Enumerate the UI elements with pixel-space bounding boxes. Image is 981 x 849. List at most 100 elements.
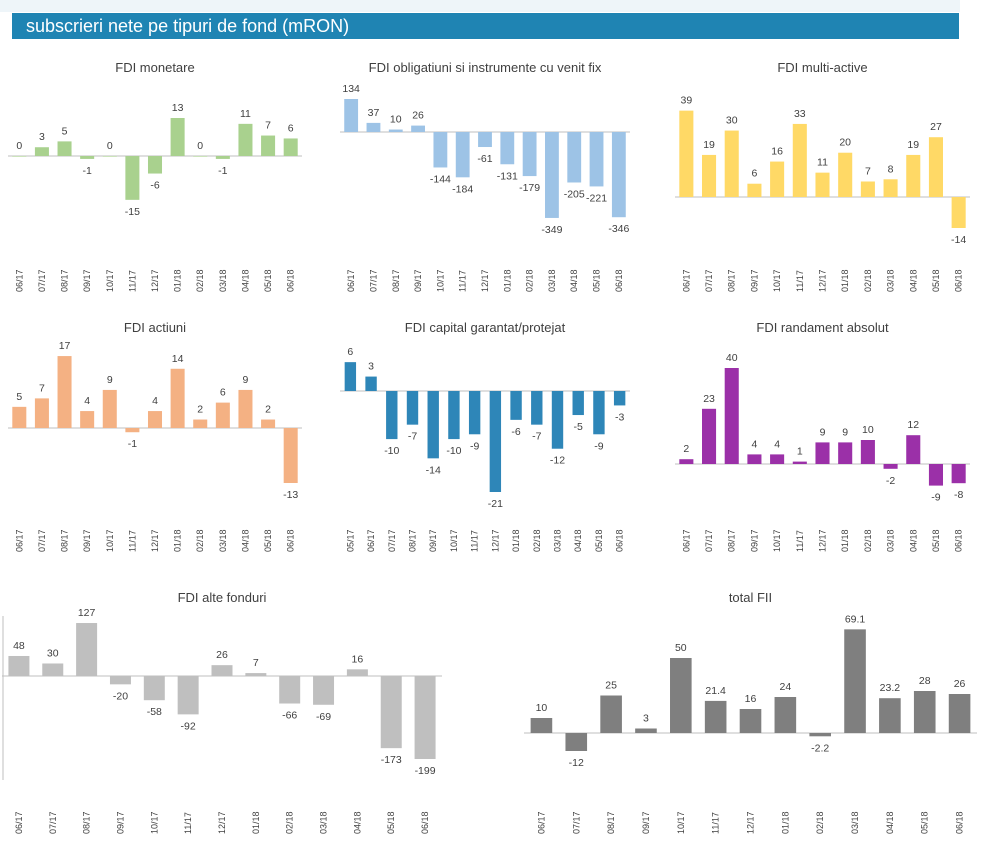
bar — [670, 658, 692, 733]
bar — [143, 676, 165, 701]
bar — [747, 454, 762, 464]
data-label: -179 — [519, 182, 540, 194]
data-label: 5 — [16, 391, 22, 403]
tick-label: 06/18 — [954, 269, 964, 292]
bar — [283, 138, 298, 156]
tick-label: 06/17 — [14, 811, 24, 834]
bar — [770, 161, 785, 197]
bar — [76, 623, 98, 676]
data-label: 24 — [780, 681, 792, 693]
tick-label: 04/18 — [352, 811, 362, 834]
data-label: 127 — [78, 607, 96, 619]
bar — [365, 376, 377, 391]
tick-label: 06/18 — [615, 529, 625, 552]
bar — [261, 419, 276, 428]
data-label: 10 — [390, 114, 402, 126]
tick-label: 01/18 — [840, 529, 850, 552]
chart-fdi-actiuni: FDI actiuni 5 06/17 7 07/17 17 08/17 4 09/17 9 10/… — [0, 312, 310, 562]
data-label: 48 — [13, 640, 25, 652]
tick-label: 03/18 — [319, 811, 329, 834]
bar — [860, 440, 875, 464]
data-label: -5 — [574, 421, 583, 433]
data-label: 20 — [839, 137, 851, 149]
tick-label: 07/17 — [37, 269, 47, 292]
chart-svg: FDI randament absolut 2 06/17 23 07/17 40 08/1… — [675, 320, 970, 552]
data-label: -184 — [452, 183, 473, 195]
data-label: 3 — [368, 361, 374, 373]
tick-label: 03/18 — [218, 269, 228, 292]
bar — [593, 391, 605, 435]
tick-label: 01/18 — [502, 269, 512, 292]
bar — [211, 665, 233, 676]
tick-label: 11/17 — [711, 812, 721, 834]
bar — [366, 122, 381, 132]
tick-label: 12/17 — [746, 811, 756, 834]
tick-label: 06/18 — [420, 811, 430, 834]
bar — [838, 442, 853, 464]
data-label: 0 — [107, 140, 113, 152]
data-label: -1 — [128, 438, 137, 450]
data-label: -2 — [886, 475, 895, 487]
tick-label: 12/17 — [150, 269, 160, 292]
bar — [913, 691, 936, 733]
tick-label: 02/18 — [532, 529, 542, 552]
tick-label: 12/17 — [818, 529, 828, 552]
bar — [724, 130, 739, 197]
bar — [774, 697, 797, 733]
bar — [193, 156, 208, 157]
tick-label: 12/17 — [217, 811, 227, 834]
data-label: -6 — [511, 426, 520, 438]
bar — [530, 718, 553, 733]
tick-label: 06/17 — [681, 529, 691, 552]
bar — [724, 368, 739, 464]
bar — [125, 428, 140, 433]
bar — [261, 135, 276, 156]
data-label: -1 — [218, 165, 227, 177]
bar — [406, 391, 419, 425]
data-label: 0 — [197, 140, 203, 152]
data-label: -349 — [541, 224, 562, 236]
tick-label: 11/17 — [458, 270, 468, 292]
chart-svg: FDI multi-active 39 06/17 19 07/17 30 08/17 6 09… — [675, 60, 970, 292]
data-label: -14 — [951, 234, 966, 246]
chart-svg: total FII 10 06/17 -12 07/17 25 08/17 3 09/17 50 1… — [524, 590, 977, 834]
tick-label: 12/17 — [150, 529, 160, 552]
bar — [500, 132, 515, 165]
tick-label: 03/18 — [553, 529, 563, 552]
bar — [414, 676, 436, 759]
bar — [951, 197, 966, 228]
data-label: -20 — [113, 690, 128, 702]
data-label: 9 — [243, 374, 249, 386]
tick-label: 09/17 — [641, 811, 651, 834]
bar — [80, 411, 95, 428]
data-label: 14 — [172, 353, 184, 365]
bar — [411, 125, 425, 132]
bar — [551, 391, 564, 449]
data-label: 23 — [703, 393, 715, 405]
bar — [468, 391, 481, 435]
tick-label: 07/17 — [387, 529, 397, 552]
tick-label: 04/18 — [569, 269, 579, 292]
tick-label: 09/17 — [115, 811, 125, 834]
chart-title: FDI obligatiuni si instrumente cu venit … — [369, 60, 602, 75]
tick-label: 09/17 — [749, 529, 759, 552]
data-label: 6 — [220, 387, 226, 399]
data-label: 37 — [368, 107, 380, 119]
data-label: 26 — [954, 678, 966, 690]
tick-label: 02/18 — [863, 529, 873, 552]
bar — [193, 419, 208, 428]
tick-label: 06/18 — [286, 529, 296, 552]
data-label: 50 — [675, 642, 687, 654]
tick-label: 05/18 — [592, 269, 602, 292]
chart-fdi-obligatiuni: FDI obligatiuni si instrumente cu venit … — [330, 52, 640, 302]
data-label: 8 — [888, 163, 894, 175]
top-strip — [0, 0, 960, 12]
tick-label: 07/17 — [368, 269, 378, 292]
bar — [635, 728, 657, 733]
data-label: 7 — [865, 166, 871, 178]
bar — [125, 156, 140, 200]
data-label: -13 — [283, 489, 298, 501]
data-label: 5 — [62, 125, 68, 137]
data-label: 4 — [84, 395, 90, 407]
data-label: -205 — [564, 188, 585, 200]
